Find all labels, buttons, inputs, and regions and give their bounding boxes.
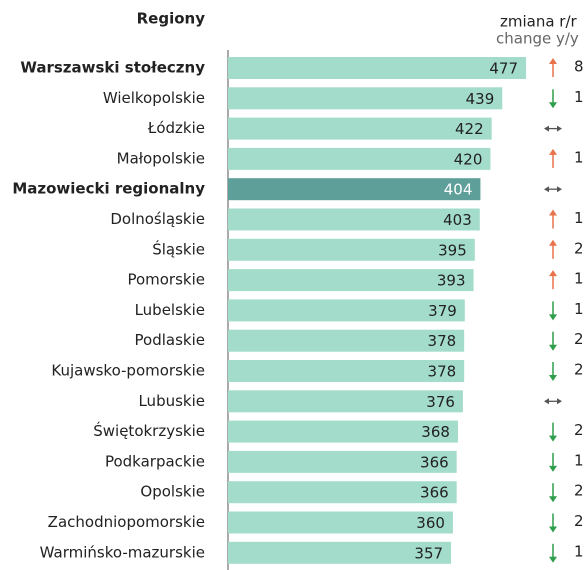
value-label: 357: [414, 544, 443, 562]
change-arrow: [549, 331, 557, 351]
change-arrow: [549, 209, 557, 229]
change-label: 1: [574, 148, 584, 166]
value-label: 360: [416, 514, 445, 532]
change-label: 2: [574, 330, 584, 348]
bar: [228, 57, 527, 79]
category-label: Kujawsko-pomorskie: [51, 362, 205, 380]
change-arrow: [549, 148, 557, 168]
bar: [228, 87, 503, 110]
value-label: 422: [455, 120, 484, 138]
change-label: 1: [574, 88, 584, 106]
category-label: Łódzkie: [147, 119, 205, 137]
bar: [228, 390, 463, 413]
category-label: Podkarpackie: [105, 452, 205, 470]
bar: [228, 269, 474, 292]
category-label: Opolskie: [140, 483, 205, 501]
bar: [228, 360, 465, 382]
bar: [228, 208, 480, 231]
value-label: 393: [437, 272, 466, 290]
change-arrow: [549, 270, 557, 290]
value-label: 403: [443, 211, 472, 229]
bar: [228, 299, 465, 322]
change-label: 1: [574, 209, 584, 227]
value-label: 439: [466, 90, 495, 108]
change-subheader: change y/y: [496, 30, 579, 48]
change-label: 1: [574, 542, 584, 560]
value-label: 366: [420, 453, 449, 471]
change-arrow: [544, 186, 562, 193]
category-label: Małopolskie: [117, 149, 205, 167]
change-label: 1: [574, 451, 584, 469]
category-label: Podlaskie: [135, 331, 205, 349]
category-label: Lubelskie: [135, 301, 205, 319]
category-label: Warmińsko-mazurskie: [40, 543, 205, 561]
bar: [228, 481, 457, 504]
category-label: Świętokrzyskie: [93, 421, 205, 440]
bar: [228, 147, 491, 170]
category-label: Mazowiecki regionalny: [12, 180, 205, 198]
value-label: 378: [428, 332, 457, 350]
change-label: 2: [574, 512, 584, 530]
bar: [228, 117, 492, 140]
value-label: 378: [428, 363, 457, 381]
change-label: 2: [574, 239, 584, 257]
change-arrow: [549, 58, 557, 77]
change-header: zmiana r/r: [500, 13, 578, 31]
change-arrow: [549, 483, 557, 503]
category-header: Regiony: [137, 10, 206, 28]
value-label: 420: [454, 150, 483, 168]
category-label: Zachodniopomorskie: [48, 513, 205, 531]
category-label: Pomorskie: [127, 271, 205, 289]
category-label: Dolnośląskie: [110, 210, 205, 228]
change-arrow: [549, 543, 557, 563]
bar: [228, 238, 475, 261]
bar: [228, 541, 452, 564]
category-label: Warszawski stołeczny: [20, 59, 205, 77]
bar: [228, 420, 458, 443]
change-label: 8: [574, 58, 584, 76]
value-label: 395: [438, 241, 467, 259]
change-label: 1: [574, 300, 584, 318]
change-label: 2: [574, 482, 584, 500]
change-label: 2: [574, 421, 584, 439]
value-label: 376: [426, 393, 455, 411]
bar: [228, 450, 457, 473]
change-arrow: [549, 422, 557, 442]
change-arrow: [549, 513, 557, 533]
value-label: 404: [444, 181, 473, 199]
category-label: Lubuskie: [138, 392, 205, 410]
value-label: 477: [489, 60, 518, 78]
change-arrow: [549, 452, 557, 472]
change-arrow: [549, 362, 557, 381]
value-label: 368: [421, 423, 450, 441]
bar: [228, 511, 453, 534]
change-arrow: [544, 125, 562, 132]
change-arrow: [549, 301, 557, 321]
category-label: Wielkopolskie: [103, 89, 205, 107]
category-label: Śląskie: [152, 239, 205, 258]
value-label: 379: [428, 302, 457, 320]
change-arrow: [549, 89, 557, 109]
bar: [228, 329, 465, 352]
bar: [228, 178, 481, 201]
change-arrow: [544, 398, 562, 405]
change-label: 1: [574, 270, 584, 288]
change-arrow: [549, 239, 557, 259]
value-label: 366: [420, 484, 449, 502]
change-label: 2: [574, 361, 584, 379]
